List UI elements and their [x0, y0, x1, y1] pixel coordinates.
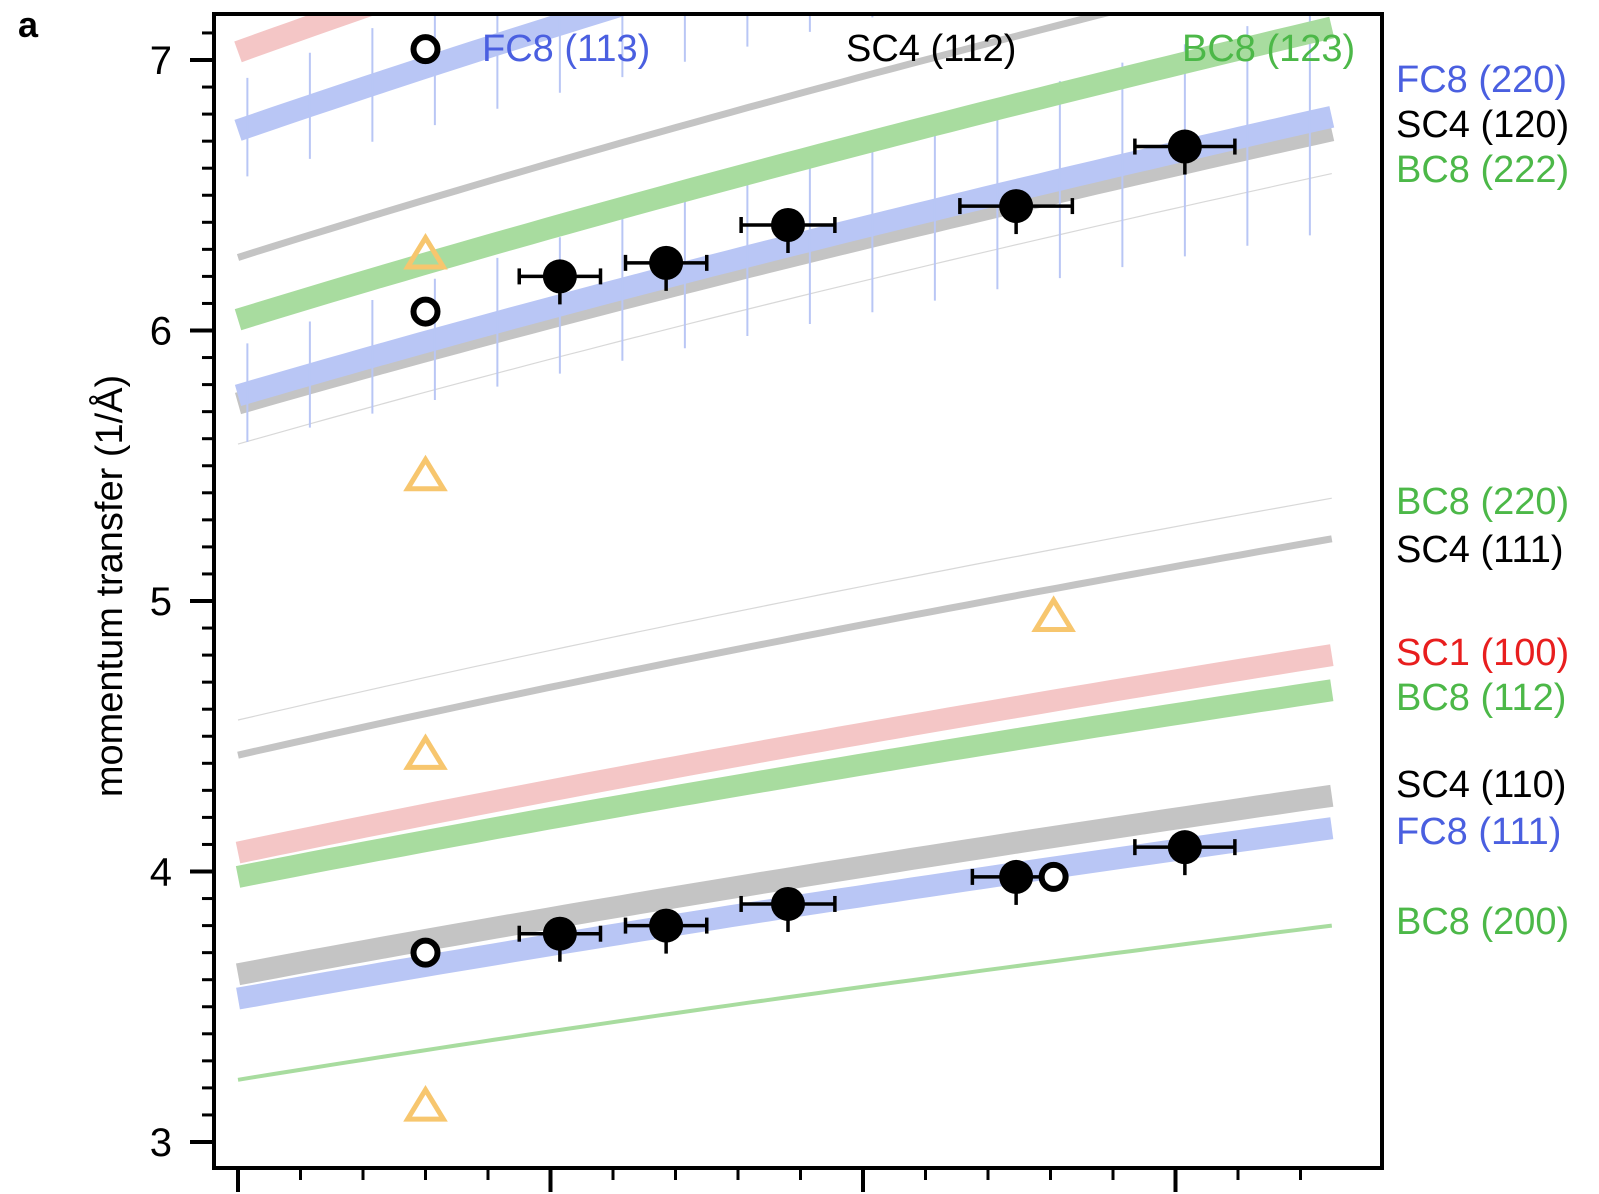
label-sc4-112: SC4 (112): [846, 28, 1016, 70]
open-circle-marker: [410, 34, 441, 65]
open-triangle-marker: [403, 454, 448, 492]
data-point-filled: [1133, 129, 1237, 175]
label-fc8-220: FC8 (220): [1396, 59, 1567, 101]
curve-bc8-220: [237, 497, 1332, 721]
filled-circle-marker: [999, 189, 1034, 224]
data-point-filled: [623, 908, 709, 954]
y-tick-label: 3: [150, 1121, 172, 1165]
panel-label: a: [18, 4, 39, 45]
curve-sc4-112: [236, 16, 1110, 261]
y-axis-label: momentum transfer (1/Å): [87, 375, 131, 797]
y-tick-label: 7: [150, 39, 172, 83]
data-point-filled: [623, 245, 709, 291]
label-fc8-113: FC8 (113): [482, 28, 650, 70]
filled-circle-marker: [649, 908, 684, 943]
open-circle-marker: [410, 296, 441, 327]
open-triangle-marker: [403, 733, 448, 770]
plot-frame: [212, 12, 1384, 1170]
data-point-filled: [1133, 830, 1237, 876]
data-point-filled: [739, 886, 837, 932]
plot-area: [234, 16, 1335, 1122]
filled-circle-marker: [542, 916, 577, 951]
data-point-filled: [517, 916, 603, 962]
label-bc8-200: BC8 (200): [1396, 901, 1569, 943]
y-tick-label: 4: [150, 851, 172, 895]
label-bc8-222: BC8 (222): [1396, 149, 1569, 191]
filled-circle-marker: [771, 886, 805, 921]
filled-circle-marker: [999, 859, 1034, 894]
data-point-filled: [958, 189, 1075, 235]
label-sc1-100: SC1 (100): [1396, 632, 1569, 674]
label-bc8-220: BC8 (220): [1396, 481, 1569, 523]
curve-sc1-110: [234, 16, 373, 63]
filled-circle-marker: [1167, 129, 1202, 164]
open-circle-marker: [1038, 861, 1069, 892]
filled-circle-marker: [1167, 830, 1202, 865]
open-triangle-marker: [403, 232, 448, 270]
curve-bc8-200: [237, 923, 1333, 1082]
curve-sc1-100: [235, 644, 1334, 864]
label-sc4-120: SC4 (120): [1396, 104, 1569, 146]
filled-circle-marker: [542, 259, 577, 294]
open-triangle-marker: [403, 1085, 448, 1122]
y-tick-label: 5: [150, 580, 172, 624]
label-sc4-111: SC4 (111): [1396, 529, 1564, 571]
curve-bc8-112: [235, 679, 1334, 888]
curve-bc8-222: [237, 173, 1332, 445]
filled-circle-marker: [649, 245, 684, 280]
curve-fc8-220: [234, 106, 1335, 406]
open-triangle-marker: [1031, 595, 1076, 632]
label-bc8-123: BC8 (123): [1182, 28, 1355, 70]
label-sc4-110: SC4 (110): [1396, 764, 1566, 806]
open-circle-marker: [410, 937, 441, 968]
label-bc8-112: BC8 (112): [1396, 677, 1566, 719]
curve-fc8-113: [234, 16, 625, 141]
label-fc8-111: FC8 (111): [1396, 811, 1561, 853]
data-point-filled: [739, 208, 837, 254]
filled-circle-marker: [771, 208, 805, 243]
data-point-filled: [517, 259, 603, 305]
curve-sc4-111: [237, 535, 1333, 759]
y-tick-label: 6: [150, 310, 172, 354]
